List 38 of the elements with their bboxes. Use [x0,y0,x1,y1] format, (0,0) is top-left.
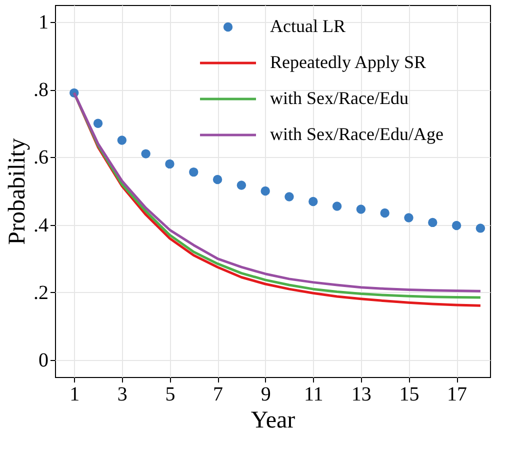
point [165,159,174,169]
y-tick-label: .2 [34,282,48,304]
y-tick-label: 0 [38,350,48,372]
point [428,218,438,228]
y-tick-label: .6 [34,146,48,169]
point [189,167,198,177]
x-tick-label: 15 [399,384,420,406]
point [212,174,222,184]
y-tick-label: .8 [34,79,48,102]
point [260,186,270,196]
x-tick-label: 9 [260,384,271,406]
x-tick-label: 13 [351,384,372,406]
point [141,149,150,158]
y-tick-label: .4 [34,214,48,236]
point [476,224,486,233]
point [308,196,318,206]
y-tick-label: 1 [38,11,48,34]
point [380,208,390,218]
point [332,202,342,211]
x-tick-label: 11 [304,384,324,406]
point [284,192,294,202]
point [356,204,366,214]
legend-label: with Sex/Race/Edu/Age [270,124,444,144]
x-tick-label: 1 [70,384,80,406]
point [452,220,462,230]
point [236,180,246,190]
x-tick-label: 7 [213,384,224,406]
x-tick-label: 5 [165,384,176,406]
y-axis-title: Probability [4,138,30,245]
point [117,136,127,145]
x-axis-title: Year [250,408,296,434]
legend-label: with Sex/Race/Edu [270,88,408,108]
legend-label: Repeatedly Apply SR [270,52,426,72]
x-tick-label: 3 [117,384,128,406]
point [404,213,414,222]
point [93,118,103,128]
x-tick-label: 17 [447,384,468,406]
legend-label: Actual LR [270,16,346,36]
